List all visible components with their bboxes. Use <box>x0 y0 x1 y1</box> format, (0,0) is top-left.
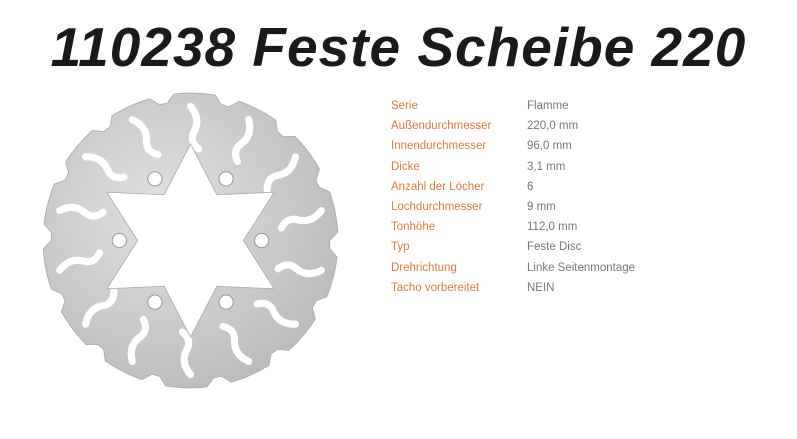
spec-row: Dicke 3,1 mm <box>391 157 635 177</box>
spec-row: Tacho vorbereitet NEIN <box>391 278 635 298</box>
brake-disc-image <box>42 92 339 389</box>
center-cutout <box>106 143 275 338</box>
spec-value: Linke Seitenmontage <box>527 261 636 274</box>
page-title: 110238 Feste Scheibe 220 <box>50 16 747 78</box>
spec-value: 220,0 mm <box>527 120 579 133</box>
spec-label: Dicke <box>391 160 420 173</box>
bolt-hole <box>218 171 234 187</box>
bolt-hole <box>147 294 163 310</box>
spec-row: Tonhöhe 112,0 mm <box>391 217 635 237</box>
spec-row: Außendurchmesser 220,0 mm <box>391 116 635 136</box>
spec-value: 112,0 mm <box>527 221 578 234</box>
flame-slot <box>263 153 299 194</box>
flame-slot <box>231 116 254 166</box>
spec-value: 6 <box>527 180 534 193</box>
spec-value: 3,1 mm <box>527 160 566 173</box>
spec-value: Flamme <box>527 100 569 113</box>
spec-label: Drehrichtung <box>391 261 457 274</box>
spec-row: Lochdurchmesser 9 mm <box>391 197 635 217</box>
spec-label: Serie <box>391 100 418 113</box>
flame-slot <box>56 249 104 274</box>
spec-row: Innendurchmesser 96,0 mm <box>391 136 635 156</box>
spec-label: Anzahl der Löcher <box>391 180 485 193</box>
flame-slot <box>82 287 118 328</box>
bolt-hole <box>147 171 163 187</box>
spec-value: 9 mm <box>527 201 556 214</box>
spec-row: Serie Flamme <box>391 96 635 116</box>
bolt-hole <box>111 232 127 249</box>
spec-value: Feste Disc <box>527 241 582 254</box>
bolt-hole <box>254 232 270 249</box>
spec-row: Anzahl der Löcher 6 <box>391 177 635 197</box>
spec-table: Serie Flamme Außendurchmesser 220,0 mm Innen… <box>391 96 635 298</box>
spec-value: 96,0 mm <box>527 140 572 153</box>
spec-label: Außendurchmesser <box>391 120 492 133</box>
spec-label: Tacho vorbereitet <box>391 281 480 294</box>
flame-slot <box>186 102 203 153</box>
flame-slot <box>274 261 325 278</box>
spec-label: Tonhöhe <box>391 221 436 234</box>
flame-slot <box>82 153 128 182</box>
flame-slot <box>219 322 253 365</box>
bolt-hole <box>218 294 234 310</box>
flame-slot <box>178 328 195 379</box>
flame-slot <box>128 116 162 159</box>
flame-slot <box>56 203 107 220</box>
spec-label: Innendurchmesser <box>391 140 487 153</box>
flame-slot <box>253 299 299 328</box>
spec-value: NEIN <box>527 281 555 294</box>
spec-label: Lochdurchmesser <box>391 201 483 214</box>
spec-label: Typ <box>391 241 410 254</box>
flame-slot <box>127 315 150 365</box>
spec-row: Typ Feste Disc <box>391 237 635 257</box>
spec-row: Drehrichtung Linke Seitenmontage <box>391 258 635 278</box>
flame-slot <box>277 207 325 232</box>
